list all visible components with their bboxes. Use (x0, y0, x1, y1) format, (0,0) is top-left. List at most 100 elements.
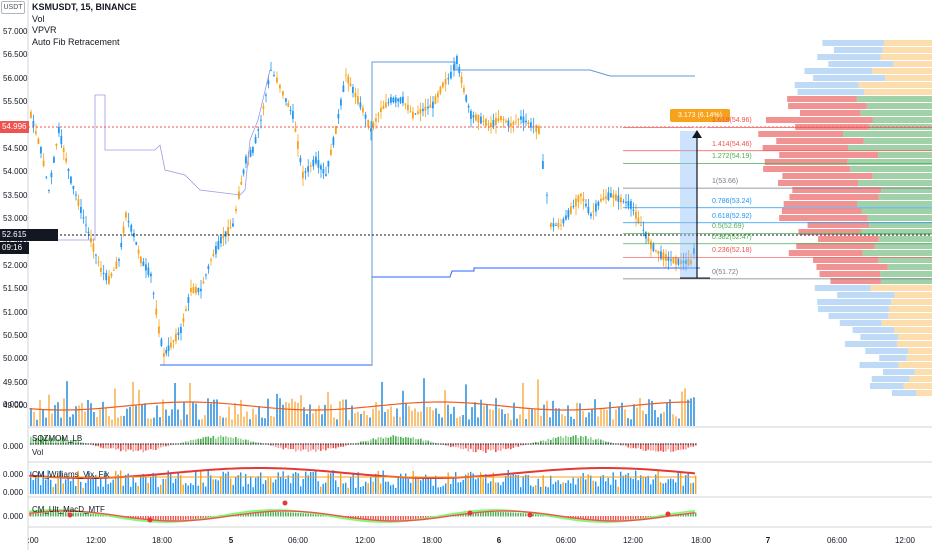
candle-body (402, 96, 404, 104)
williams-bar (260, 472, 262, 494)
macd-histogram-bar (487, 512, 489, 517)
candle-body (224, 231, 227, 237)
volume-bar (399, 416, 401, 426)
macd-histogram-bar (267, 512, 269, 517)
volume-bar (663, 411, 665, 426)
sqzmom-dot (250, 443, 252, 445)
price-tick-label: 49.500 (3, 377, 28, 387)
macd-title[interactable]: CM_Ult_MacD_MTF (32, 505, 105, 514)
williams-bar (692, 482, 694, 494)
williams-bar (405, 473, 407, 494)
volume-bar (264, 418, 266, 426)
candle-body (630, 201, 632, 209)
macd-histogram-bar (372, 516, 374, 521)
vpvr-bar-sell (859, 362, 899, 368)
macd-histogram-bar (152, 516, 154, 521)
williams-title[interactable]: CM_Williams_Vix_Fix (32, 470, 110, 479)
indicator-vol[interactable]: Vol (32, 13, 45, 24)
measure-arrow-head (692, 130, 702, 138)
volume-bar (126, 408, 128, 426)
candle-body (187, 297, 190, 303)
candle-body (432, 101, 434, 109)
sqzmom-dot (675, 443, 677, 445)
williams-bar (550, 475, 552, 494)
candle-body (472, 115, 475, 118)
sqzmom-dot (557, 443, 560, 445)
volume-bar (129, 407, 131, 426)
williams-bar (160, 484, 162, 494)
sqzmom-dot (635, 443, 637, 445)
candle-body (525, 120, 527, 123)
sqzmom-dot (525, 443, 527, 445)
volume-bar (291, 398, 293, 426)
sqzmom-bar (620, 444, 622, 446)
williams-bar (327, 473, 329, 494)
sqzmom-bar (550, 439, 552, 444)
vpvr-bar-sell (871, 376, 910, 382)
sqzmom-dot (200, 443, 202, 445)
macd-histogram-bar (102, 515, 104, 517)
volume-bar (60, 417, 62, 426)
williams-bar (240, 472, 242, 494)
sqzmom-dot (422, 443, 425, 445)
vol-subtitle[interactable]: Vol (32, 448, 44, 457)
candle-body (95, 254, 97, 256)
candle-body (327, 160, 330, 167)
sqzmom-bar (80, 442, 82, 444)
sqzmom-bar (150, 444, 152, 450)
candle-body (342, 85, 345, 93)
macd-histogram-bar (92, 514, 94, 517)
symbol-title[interactable]: KSMUSDT, 15, BINANCE (32, 2, 137, 12)
candle-body (322, 169, 325, 174)
macd-cross-dot (67, 512, 73, 518)
sqzmom-bar (187, 441, 190, 444)
sqzmom-dot (195, 443, 197, 445)
volume-bar (294, 401, 296, 426)
sqzmom-dot (360, 443, 362, 445)
williams-bar (597, 486, 599, 494)
indicator-fib[interactable]: Auto Fib Retracement (32, 36, 120, 47)
indicator-vpvr[interactable]: VPVR (32, 25, 57, 35)
sqzmom-bar (137, 444, 140, 451)
sqzmom-bar (467, 444, 470, 452)
williams-bar (447, 472, 449, 494)
sqzmom-dot (652, 443, 655, 445)
macd-signal-line (29, 510, 696, 522)
volume-bar (420, 411, 422, 426)
sqzmom-bar (367, 440, 370, 444)
sqzmom-bar (585, 436, 587, 444)
candle-body (642, 229, 645, 231)
macd-histogram-bar (187, 516, 189, 520)
williams-bar (367, 483, 369, 494)
williams-bar (642, 476, 644, 494)
sqzmom-dot (355, 443, 357, 445)
volume-ma-line (29, 401, 691, 411)
williams-bar (547, 487, 549, 494)
sqzmom-title[interactable]: SQZMOM_LB (32, 434, 83, 443)
candle-body (182, 318, 185, 322)
vpvr-bar-buy (878, 152, 932, 158)
vpvr-bar-sell (837, 292, 895, 298)
sqzmom-bar (120, 444, 122, 452)
macd-histogram-bar (500, 512, 502, 517)
williams-bar (355, 487, 357, 494)
sqzmom-dot (167, 443, 170, 445)
vpvr-bar-buy (894, 292, 932, 298)
volume-bar (315, 409, 317, 426)
sqzmom-dot (382, 443, 385, 445)
sqzmom-dot (370, 443, 372, 445)
high-price-tag: 54.996 (0, 121, 29, 133)
candle-body (265, 94, 267, 96)
williams-bar (70, 481, 72, 494)
currency-button[interactable]: USDT (1, 1, 25, 14)
volume-bar (117, 417, 119, 426)
candle-body (590, 213, 592, 217)
sqzmom-bar (277, 444, 280, 449)
sqzmom-bar (232, 438, 235, 444)
volume-bar (414, 408, 416, 426)
sqzmom-bar (192, 439, 195, 444)
volume-bar (687, 399, 689, 426)
williams-bar (45, 479, 47, 494)
vpvr-bar-sell (794, 82, 859, 88)
